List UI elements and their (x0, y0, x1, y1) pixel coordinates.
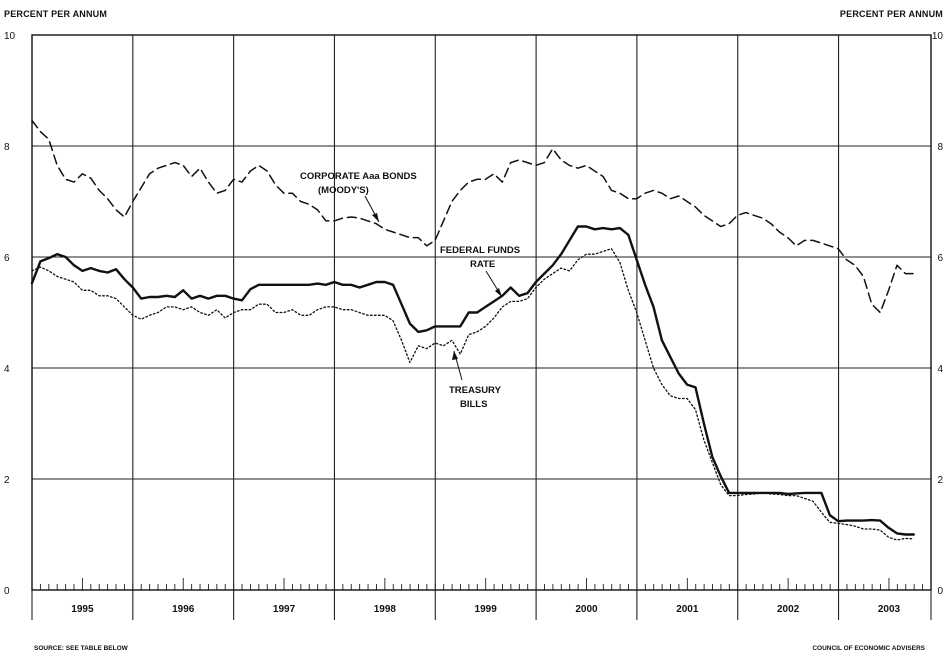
year-label: 1995 (71, 604, 94, 615)
y-tick-label-right: 2 (937, 475, 943, 486)
annotation-fedfunds: FEDERAL FUNDS RATE (440, 245, 520, 298)
y-tick-label-right: 8 (937, 142, 943, 153)
annotation-corporate-arrowhead (372, 213, 379, 222)
annotation-fedfunds-line1: FEDERAL FUNDS (440, 245, 520, 256)
year-label: 1997 (273, 604, 296, 615)
year-label: 1996 (172, 604, 195, 615)
annotation-tbills-line2: BILLS (460, 399, 487, 410)
year-labels: 1995 1996 1997 1998 1999 2000 2001 2002 2003 (71, 604, 900, 615)
annotation-fedfunds-arrowhead (495, 288, 502, 297)
grid (31, 35, 932, 620)
series-lines (30, 119, 915, 541)
annotation-tbills-arrowhead (452, 351, 458, 360)
year-label: 2000 (575, 604, 598, 615)
y-tick-label-right: 4 (937, 364, 943, 375)
year-label: 2003 (878, 604, 901, 615)
y-tick-labels: 0 0 2 2 4 4 6 6 8 8 10 10 (4, 31, 943, 597)
year-label: 2002 (777, 604, 800, 615)
series-line-dashed (31, 119, 915, 314)
annotation-corporate: CORPORATE Aaa BONDS (MOODY'S) (300, 171, 417, 223)
y-tick-label-left: 4 (4, 364, 10, 375)
source-note: SOURCE: SEE TABLE BELOW (34, 645, 129, 652)
left-axis-label: PERCENT PER ANNUM (4, 9, 107, 19)
annotation-fedfunds-line2: RATE (470, 259, 495, 270)
y-tick-label-right: 0 (937, 586, 943, 597)
y-tick-label-left: 0 (4, 586, 10, 597)
year-label: 1998 (374, 604, 397, 615)
year-label: 1999 (475, 604, 498, 615)
annotation-corporate-line1: CORPORATE Aaa BONDS (300, 171, 417, 182)
annotation-tbills: TREASURY BILLS (449, 350, 502, 410)
y-tick-label-left: 8 (4, 142, 10, 153)
y-tick-label-left: 6 (4, 253, 10, 264)
y-tick-label-right: 6 (937, 253, 943, 264)
annotation-tbills-line1: TREASURY (449, 385, 502, 396)
annotation-corporate-line2: (MOODY'S) (318, 185, 369, 196)
y-tick-label-left: 10 (4, 31, 16, 42)
y-tick-label-left: 2 (4, 475, 10, 486)
plot-frame (31, 34, 932, 591)
credit-note: COUNCIL OF ECONOMIC ADVISERS (812, 645, 925, 652)
series-line-dotted (31, 248, 915, 541)
year-label: 2001 (676, 604, 699, 615)
x-month-ticks (31, 578, 932, 590)
right-axis-label: PERCENT PER ANNUM (840, 9, 943, 19)
y-tick-label-right: 10 (932, 31, 944, 42)
